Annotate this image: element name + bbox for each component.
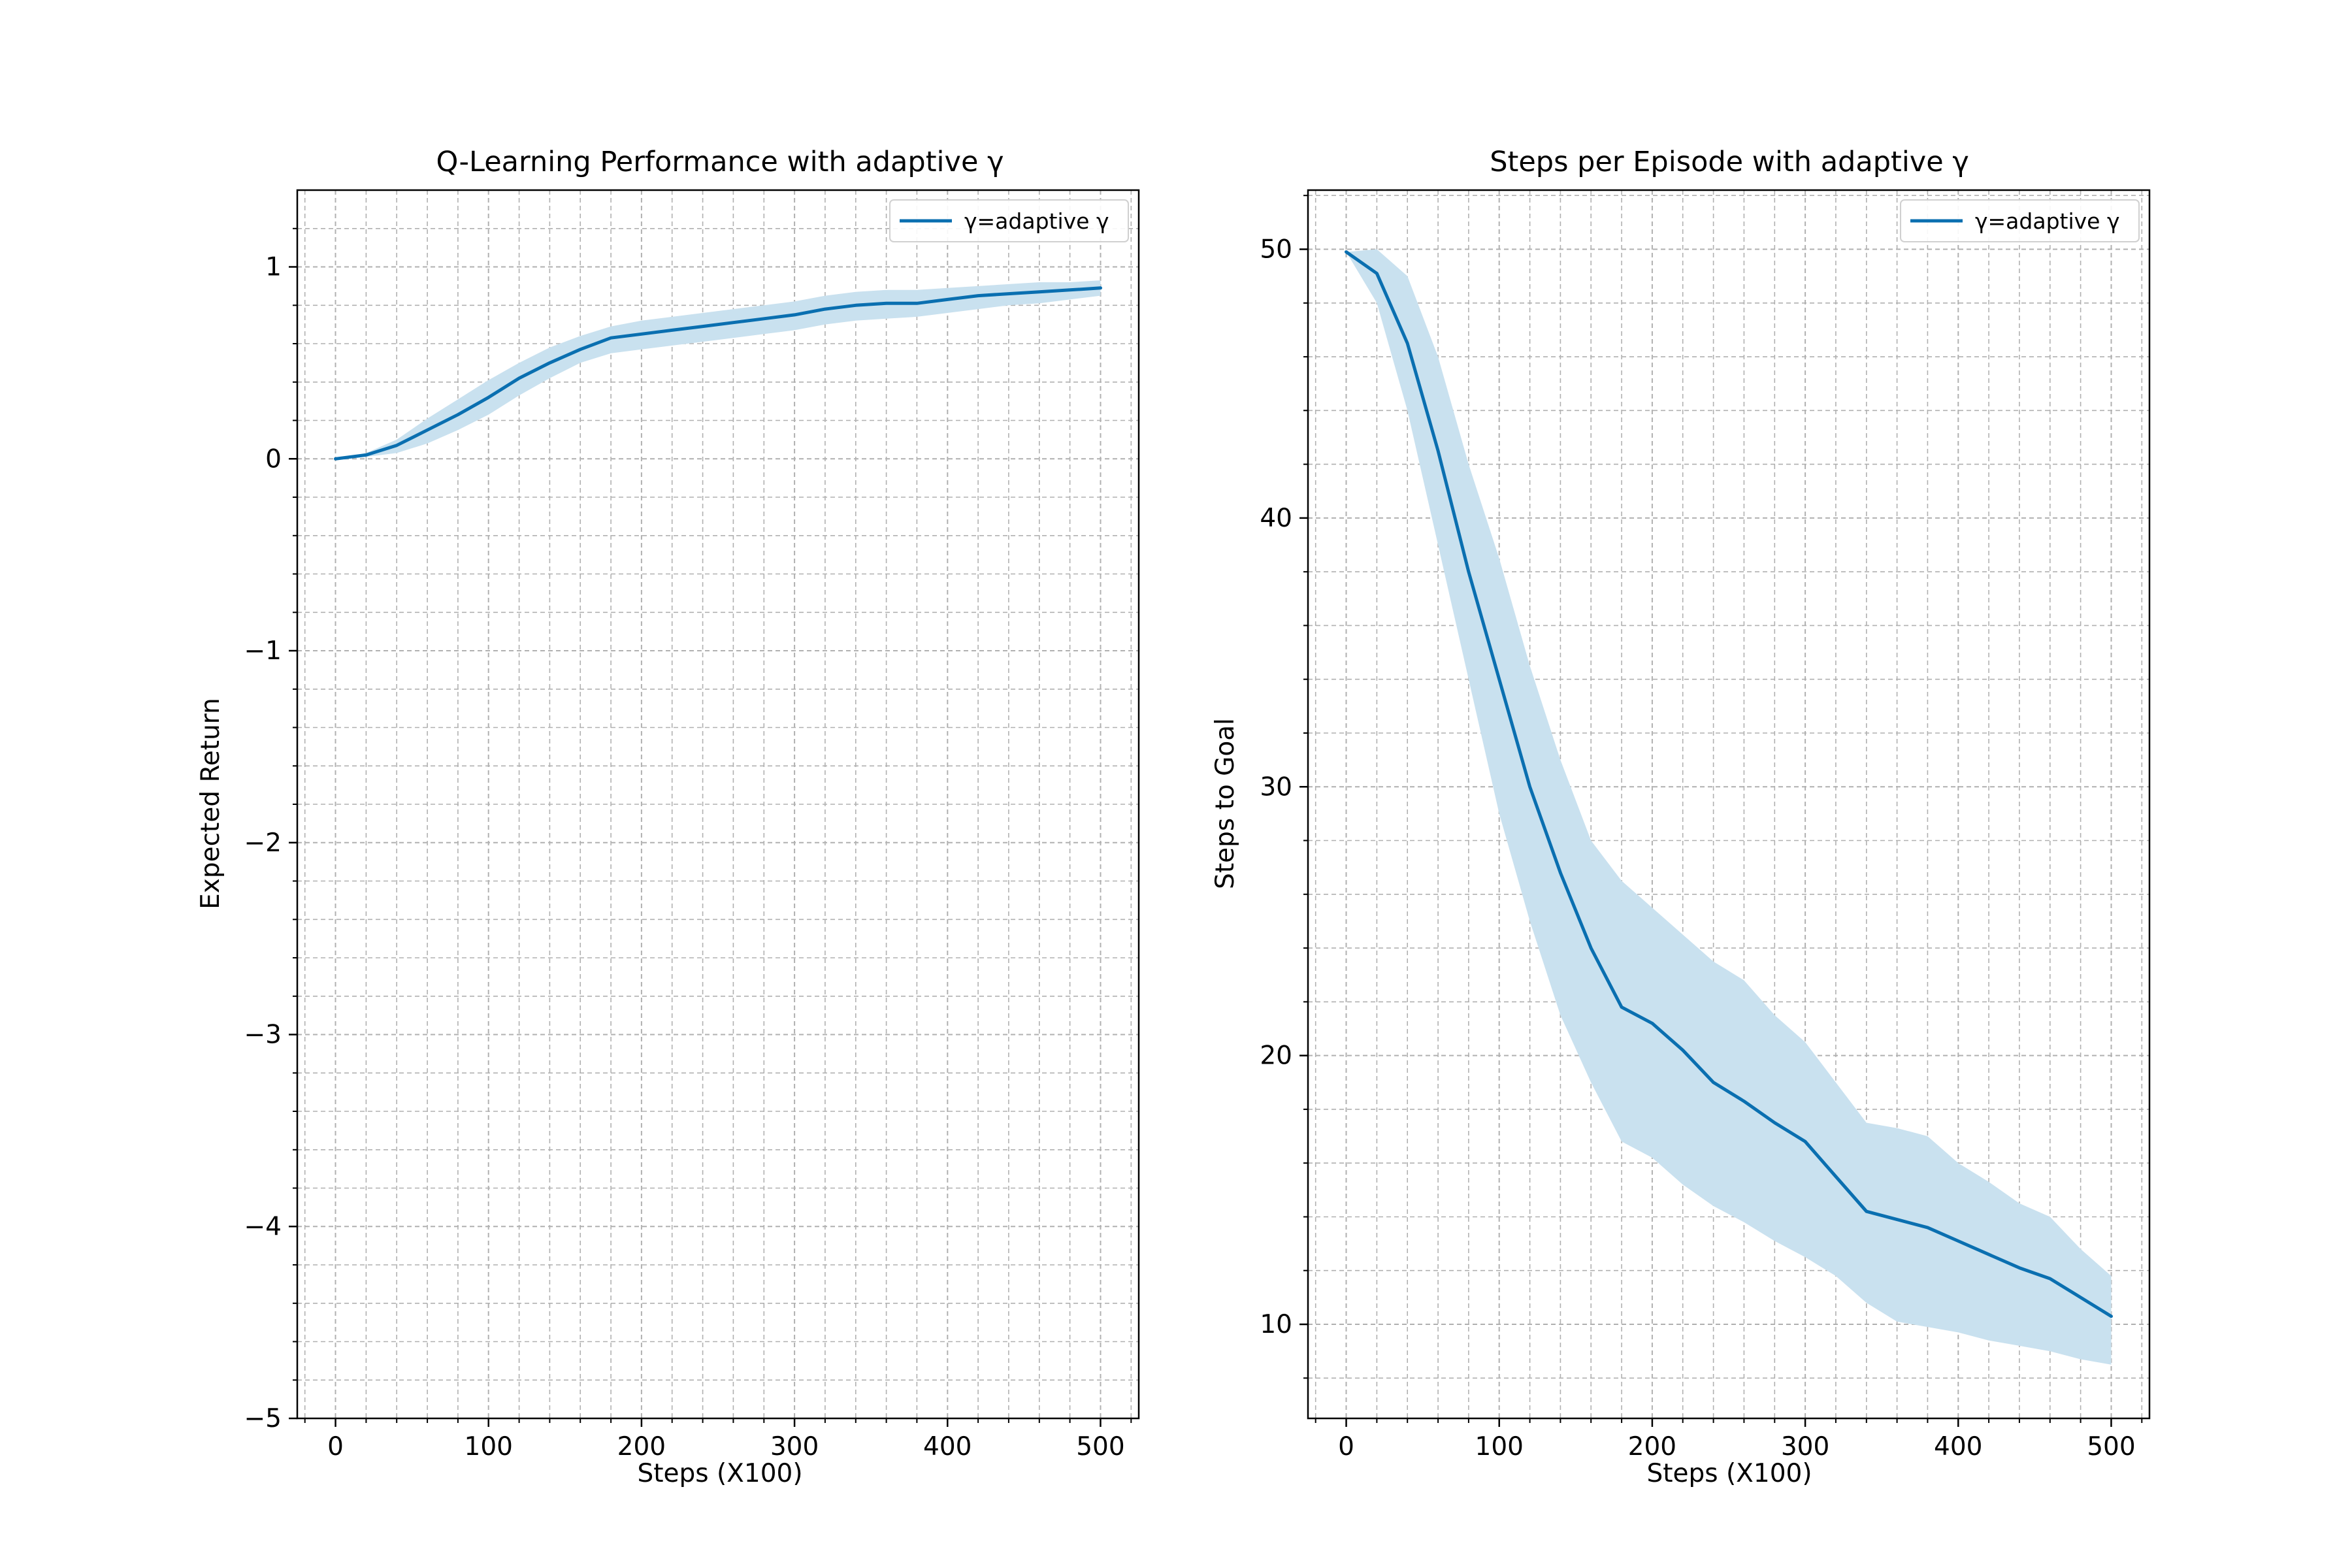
y-tick-label: −5 xyxy=(244,1404,282,1433)
x-tick-label: 500 xyxy=(1076,1432,1124,1462)
y-tick-label: 1 xyxy=(265,253,282,282)
chart-title: Q-Learning Performance with adaptive γ xyxy=(436,146,1004,178)
y-tick-label: −1 xyxy=(244,636,282,666)
series-line xyxy=(334,286,1102,461)
y-tick-label: 40 xyxy=(1260,504,1292,533)
x-tick-label: 200 xyxy=(1628,1432,1676,1462)
legend: γ=adaptive γ xyxy=(889,199,1129,242)
chart-title: Steps per Episode with adaptive γ xyxy=(1490,146,1969,178)
legend: γ=adaptive γ xyxy=(1900,199,2140,242)
x-axis-label: Steps (X100) xyxy=(637,1459,802,1488)
confidence-band xyxy=(335,280,1101,459)
x-axis-label: Steps (X100) xyxy=(1646,1459,1812,1488)
y-axis-label: Steps to Goal xyxy=(1211,718,1240,889)
y-tick-label: 10 xyxy=(1260,1310,1292,1339)
y-tick-label: 30 xyxy=(1260,772,1292,802)
x-tick-label: 0 xyxy=(327,1432,344,1462)
y-tick-label: 20 xyxy=(1260,1041,1292,1071)
y-axis-label: Expected Return xyxy=(196,698,225,909)
y-tick-label: 0 xyxy=(265,444,282,474)
chart-expected-return: Q-Learning Performance with adaptive γ S… xyxy=(196,146,1140,1488)
y-tick-label: −4 xyxy=(244,1212,282,1241)
x-tick-label: 400 xyxy=(923,1432,972,1462)
x-tick-label: 300 xyxy=(1781,1432,1829,1462)
y-tick-label: −2 xyxy=(244,828,282,858)
x-tick-label: 100 xyxy=(465,1432,513,1462)
plot-frame xyxy=(1307,189,2151,1420)
legend-box xyxy=(1900,199,2140,242)
x-tick-label: 400 xyxy=(1934,1432,1982,1462)
x-tick-label: 500 xyxy=(2087,1432,2135,1462)
legend-entry: γ=adaptive γ xyxy=(964,208,1109,234)
chart-steps-to-goal: Steps per Episode with adaptive γ Steps … xyxy=(1211,146,2151,1488)
y-tick-label: −3 xyxy=(244,1021,282,1050)
confidence-band xyxy=(1346,249,2112,1365)
y-tick-label: 50 xyxy=(1260,235,1292,265)
series-line xyxy=(1345,250,2113,1318)
legend-box xyxy=(889,199,1129,242)
legend-entry: γ=adaptive γ xyxy=(1975,208,2119,234)
x-tick-label: 200 xyxy=(617,1432,666,1462)
x-tick-label: 100 xyxy=(1475,1432,1524,1462)
x-tick-label: 0 xyxy=(1338,1432,1354,1462)
x-tick-label: 300 xyxy=(770,1432,819,1462)
